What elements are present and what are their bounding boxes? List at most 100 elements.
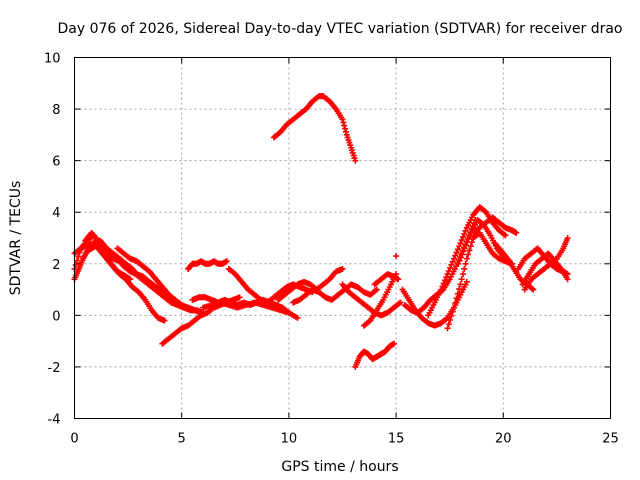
data-point <box>466 247 473 254</box>
data-point <box>459 271 466 278</box>
data-point <box>161 317 168 324</box>
data-point <box>450 304 457 311</box>
data-point <box>466 232 473 239</box>
y-tick-label: 8 <box>52 103 60 118</box>
data-point <box>453 249 460 256</box>
data-point <box>564 235 571 241</box>
series-arc-end-c <box>519 250 571 288</box>
data-point <box>390 340 397 347</box>
data-point <box>502 232 509 239</box>
data-point <box>463 278 470 285</box>
data-point <box>447 264 454 271</box>
x-tick-label: 0 <box>70 432 78 447</box>
y-tick-label: 10 <box>44 52 61 67</box>
data-point <box>393 253 400 260</box>
data-point <box>444 325 451 332</box>
data-point <box>342 125 349 132</box>
data-point <box>465 251 472 258</box>
data-point <box>448 312 455 319</box>
data-points <box>71 93 571 370</box>
y-tick-label: 2 <box>52 258 60 273</box>
data-point <box>438 286 445 293</box>
data-point <box>352 157 359 164</box>
data-point <box>460 248 467 255</box>
data-point <box>447 316 454 323</box>
x-tick-label: 15 <box>388 432 405 447</box>
x-tick-label: 10 <box>281 432 298 447</box>
data-point <box>373 286 380 293</box>
x-tick-label: 25 <box>602 432 619 447</box>
data-point <box>342 128 349 135</box>
data-point <box>74 257 81 264</box>
y-tick-label: -2 <box>48 361 61 376</box>
data-point <box>458 237 465 244</box>
data-point <box>457 254 464 261</box>
data-point <box>467 243 474 250</box>
series-arc-late-b <box>371 271 402 288</box>
y-axis-tick-labels: -4 -2 0 2 4 6 8 10 <box>44 52 61 428</box>
series-arc-mid-b <box>275 265 346 303</box>
series-arc-high-peak <box>270 93 359 164</box>
y-tick-label: 0 <box>52 309 60 324</box>
data-point <box>462 260 469 267</box>
data-point <box>441 277 448 284</box>
data-point <box>339 265 346 272</box>
data-point <box>439 283 446 290</box>
data-point <box>450 255 457 262</box>
y-axis-label: SDTVAR / TECUs <box>8 181 24 296</box>
series-arc-mid-a <box>114 245 204 316</box>
x-tick-label: 5 <box>178 432 186 447</box>
data-point <box>454 290 461 297</box>
data-point <box>449 308 456 315</box>
data-point <box>444 271 451 278</box>
series-arc-mid-c <box>290 281 380 306</box>
data-point <box>461 265 468 272</box>
data-point <box>465 236 472 243</box>
data-point <box>457 240 464 247</box>
data-point <box>530 286 537 293</box>
data-point <box>395 276 402 283</box>
series-arc-flat-c <box>200 299 301 321</box>
data-point <box>445 268 452 275</box>
plot-frame <box>74 57 611 419</box>
series-arc-end-d <box>521 235 571 293</box>
data-point <box>127 276 134 283</box>
data-point <box>461 245 468 252</box>
y-tick-label: 6 <box>52 155 60 170</box>
data-point <box>452 299 459 306</box>
data-point <box>443 274 450 281</box>
data-point <box>448 261 455 268</box>
data-point <box>341 122 348 129</box>
data-point <box>513 229 520 236</box>
data-point <box>339 116 346 123</box>
data-point <box>457 281 464 288</box>
data-point <box>294 314 301 321</box>
data-point <box>462 242 469 249</box>
data-point <box>456 257 463 264</box>
data-point <box>236 294 243 301</box>
data-point <box>461 230 468 237</box>
data-point <box>223 258 230 265</box>
data-point <box>456 286 463 293</box>
y-tick-label: -4 <box>48 413 61 428</box>
data-point <box>397 299 404 306</box>
series-arc-neg-late <box>352 340 397 370</box>
x-axis-label: GPS time / hours <box>281 459 398 475</box>
series-arc-rise-d <box>470 214 520 236</box>
data-point <box>440 280 447 287</box>
series-arc-start-a <box>71 242 134 283</box>
data-point <box>564 276 571 283</box>
y-tick-label: 4 <box>52 206 60 221</box>
data-point <box>453 295 460 302</box>
data-point <box>458 276 465 283</box>
series-arc-rise-a <box>425 204 509 319</box>
data-point <box>463 255 470 262</box>
data-point <box>464 239 471 246</box>
data-point <box>75 253 82 260</box>
series-point-isolated <box>393 253 400 260</box>
x-tick-label: 20 <box>495 432 512 447</box>
data-point <box>452 252 459 259</box>
series-arc-plateau <box>185 258 230 272</box>
